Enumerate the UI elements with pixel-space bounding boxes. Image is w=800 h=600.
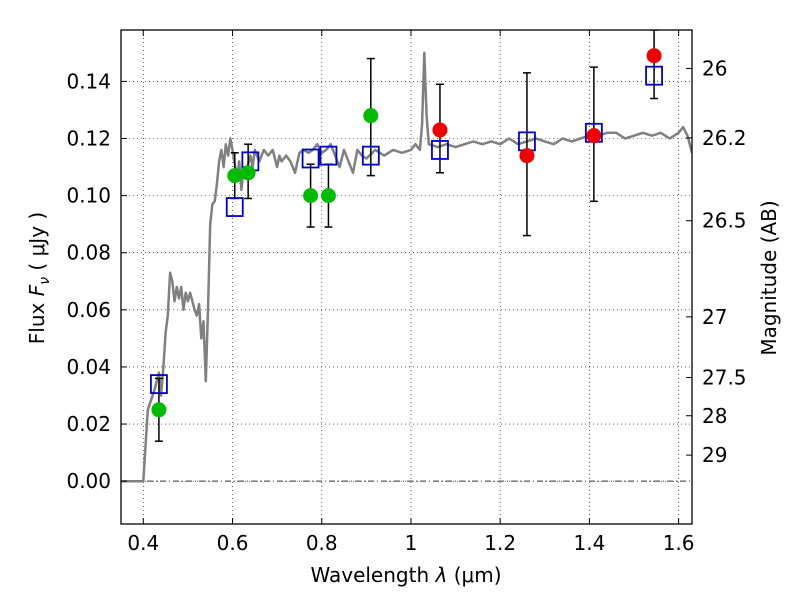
model-flux-square [361,145,380,166]
y-axis-label: Flux Fν ( μJy ) [25,212,53,344]
right-tick-label: 29 [702,443,727,467]
model-flux-square [319,145,338,166]
y-tick-label: 0.00 [66,469,111,493]
model-flux-square [150,374,168,394]
right-tick-label: 26.2 [702,126,747,150]
y-tick-label: 0.10 [66,184,111,208]
model-flux-square [301,148,320,169]
x-axis-label: Wavelength λ (μm) [310,563,501,587]
y-tick-label: 0.08 [66,241,111,265]
y-tick-label: 0.02 [66,412,111,436]
x-tick-label: 1.4 [573,531,605,555]
observed-flux-point [303,188,319,204]
x-tick-label: 1 [405,531,418,555]
model-flux-square [431,140,449,160]
right-tick-label: 26.5 [702,209,747,233]
axis-ticks: 0.4 0.6 0.8 1 1.2 1.4 1.6 0.00 0.02 0.04 0.06 0.08 0… [66,30,747,555]
y-tick-label: 0.14 [66,69,111,93]
y-tick-label: 0.12 [66,127,111,151]
right-tick-label: 27.5 [702,365,747,389]
observed-flux-point [586,128,602,144]
observed-flux-point [646,48,662,64]
right-tick-label: 27 [702,305,727,329]
right-axis-label: Magnitude (AB) [757,200,781,355]
model-flux-square [225,197,244,217]
observed-flux-point [432,122,448,138]
y-tick-label: 0.06 [66,298,111,322]
x-tick-label: 0.4 [127,531,159,555]
observed-flux-point [227,168,243,184]
x-tick-label: 0.8 [306,531,338,555]
model-flux-square [645,65,663,86]
x-tick-label: 1.6 [663,531,695,555]
y-tick-label: 0.04 [66,355,111,379]
observed-flux-point [363,108,379,124]
x-tick-label: 1.2 [484,531,516,555]
observed-flux-point [240,165,256,181]
observed-flux-point [519,148,535,164]
data-layer [121,30,692,483]
x-tick-label: 0.6 [217,531,249,555]
observed-flux-point [320,188,336,204]
right-tick-label: 26 [702,56,727,80]
spectrum-line [121,51,692,483]
observed-flux-point [151,402,167,418]
plot-frame [120,29,693,525]
right-tick-label: 28 [702,404,727,428]
